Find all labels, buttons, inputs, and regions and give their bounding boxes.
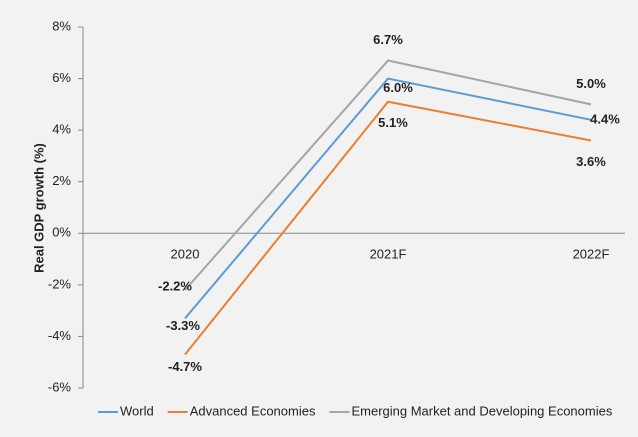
- y-tick-label: -6%: [48, 379, 72, 394]
- legend-label: Advanced Economies: [190, 403, 316, 418]
- data-label: -2.2%: [158, 278, 192, 293]
- series-line: [184, 59, 592, 291]
- data-label: 3.6%: [576, 154, 606, 169]
- x-tick-label: 2021F: [370, 247, 407, 262]
- data-label: 5.0%: [576, 76, 606, 91]
- y-tick-label: 0%: [52, 225, 71, 240]
- data-label: -3.3%: [166, 318, 200, 333]
- legend-label: Emerging Market and Developing Economies: [351, 403, 612, 418]
- y-tick-label: -4%: [48, 328, 72, 343]
- y-tick-label: 2%: [52, 173, 71, 188]
- y-tick-label: 4%: [52, 122, 71, 137]
- x-tick-label: 2022F: [573, 247, 610, 262]
- y-tick-label: 6%: [52, 70, 71, 85]
- series-line: [184, 100, 592, 356]
- data-label: 6.0%: [383, 80, 413, 95]
- data-label: -4.7%: [168, 359, 202, 374]
- data-label: 4.4%: [590, 111, 620, 126]
- y-tick-label: -2%: [48, 276, 72, 291]
- series-line: [184, 77, 592, 320]
- data-label: 5.1%: [378, 115, 408, 130]
- y-axis-label: Real GDP growth (%): [31, 143, 46, 273]
- x-tick-label: 2020: [171, 247, 200, 262]
- legend-label: World: [120, 403, 154, 418]
- y-tick-label: 8%: [52, 18, 71, 33]
- data-label: 6.7%: [373, 32, 403, 47]
